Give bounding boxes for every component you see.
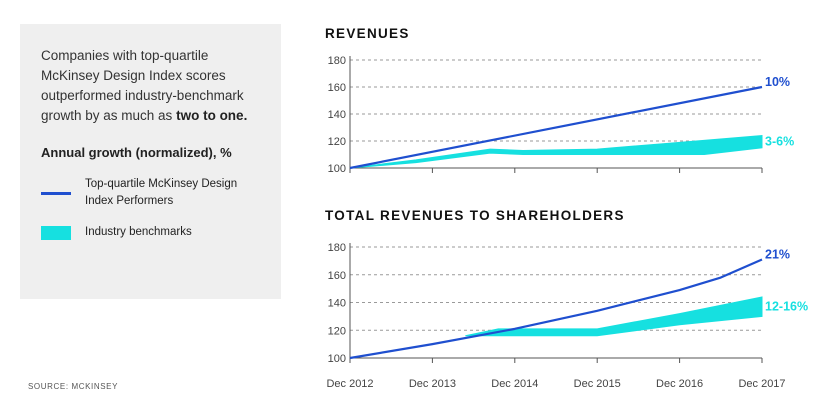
x-tick-label: Dec 2012	[326, 378, 373, 390]
band-end-label: 12-16%	[765, 300, 808, 314]
intro-body: Companies with top-quartile McKinsey Des…	[41, 48, 244, 123]
legend-line-label: Top-quartile McKinsey Design Index Perfo…	[85, 178, 238, 207]
top-quartile-line	[349, 85, 763, 170]
y-tick-label: 180	[328, 55, 346, 67]
band-end-label: 3-6%	[765, 135, 794, 149]
x-tick-label: Dec 2017	[738, 378, 785, 390]
y-tick-label: 160	[328, 270, 346, 282]
line-end-label: 10%	[765, 75, 790, 89]
x-tick-label: Dec 2013	[409, 378, 456, 390]
y-tick-label: 160	[328, 82, 346, 94]
y-tick-label: 120	[328, 325, 346, 337]
top-quartile-line	[349, 258, 763, 360]
y-tick-label: 140	[328, 298, 346, 310]
line-end-label: 21%	[765, 247, 790, 261]
x-tick-label: Dec 2015	[574, 378, 621, 390]
intro-emphasis: two to one.	[176, 108, 248, 123]
x-tick-label: Dec 2014	[491, 378, 538, 390]
source-note: SOURCE: MCKINSEY	[28, 382, 119, 391]
x-tick-label: Dec 2016	[656, 378, 703, 390]
chart-title-shareholder-returns: TOTAL REVENUES TO SHAREHOLDERS	[325, 208, 625, 223]
chart-title-revenues: REVENUES	[325, 26, 410, 41]
legend-band-label: Industry benchmarks	[85, 226, 192, 238]
industry-benchmark-band	[349, 135, 763, 169]
legend-line-entry: Top-quartile McKinsey Design Index Perfo…	[41, 176, 261, 210]
intro-text: Companies with top-quartile McKinsey Des…	[41, 46, 261, 126]
y-tick-label: 100	[328, 353, 346, 365]
y-tick-label: 180	[328, 242, 346, 254]
growth-label: Annual growth (normalized), %	[41, 145, 232, 160]
band-swatch	[41, 225, 71, 240]
line-swatch	[41, 191, 71, 195]
y-tick-label: 100	[328, 163, 346, 175]
y-tick-label: 120	[328, 136, 346, 148]
legend-band-entry: Industry benchmarks	[41, 224, 261, 241]
y-tick-label: 140	[328, 109, 346, 121]
summary-panel: Companies with top-quartile McKinsey Des…	[20, 24, 281, 299]
